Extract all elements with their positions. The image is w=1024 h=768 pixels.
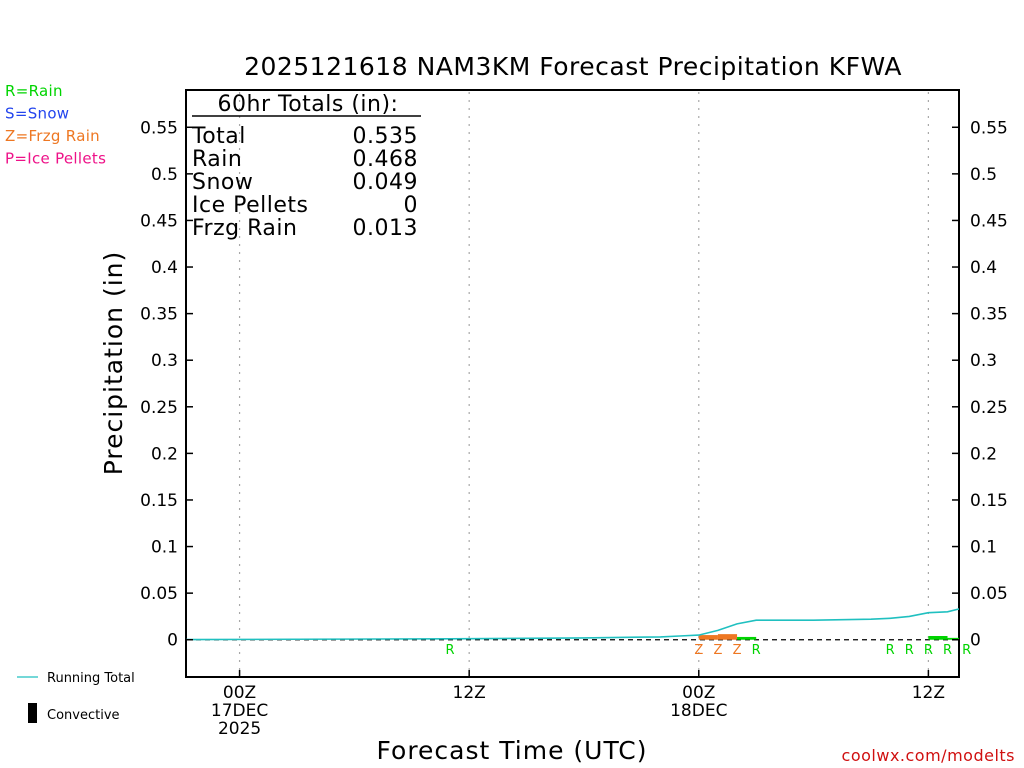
totals-row-value: 0.535 — [353, 124, 418, 149]
y-tick-label: 0.1 — [151, 538, 178, 558]
totals-row-label: Total — [191, 124, 246, 149]
y-tick-label: 0.2 — [151, 444, 178, 464]
precip-type-labels: RZZZRRRRRRRRRRRRRSS — [446, 643, 972, 658]
x-tick-label: 12Z — [453, 683, 486, 703]
running-total-series — [186, 608, 959, 641]
precip-bars — [698, 634, 959, 640]
plot-frame — [185, 89, 960, 678]
series-legend: Running Total Convective — [17, 671, 135, 723]
y-axis-right: 0 0.05 0.1 0.15 0.2 0.25 0.3 0.35 0.4 0.45 0.5 0.55 — [952, 118, 1008, 651]
totals-row-value: 0.468 — [353, 147, 418, 172]
precip-type-label: R — [905, 643, 914, 658]
running-total-line — [186, 608, 959, 641]
precip-bar — [717, 634, 738, 640]
y-axis-label: Precipitation (in) — [99, 251, 128, 476]
totals-row-label: Snow — [192, 170, 253, 195]
y-tick-label: 0.05 — [140, 584, 178, 604]
totals-title: 60hr Totals (in): — [218, 92, 399, 117]
legend-entry-R: R=Rain — [5, 82, 63, 100]
x-tick-label: 2025 — [218, 719, 261, 739]
running-total-legend-label: Running Total — [47, 671, 135, 686]
x-tick-label: 17DEC — [211, 701, 268, 721]
precip-type-label: R — [943, 643, 952, 658]
y-tick-label: 0.2 — [970, 444, 997, 464]
precip-type-label: R — [924, 643, 933, 658]
vertical-gridlines — [238, 92, 929, 675]
totals-row-value: 0 — [404, 193, 419, 218]
x-tick-label: 00Z — [223, 683, 256, 703]
totals-row-value: 0.049 — [353, 170, 418, 195]
y-tick-label: 0.55 — [970, 118, 1008, 138]
credit-text: coolwx.com/modelts — [842, 746, 1015, 765]
y-tick-label: 0.5 — [151, 165, 178, 185]
y-tick-label: 0.55 — [140, 118, 178, 138]
y-tick-label: 0.15 — [140, 491, 178, 511]
y-tick-label: 0.5 — [970, 165, 997, 185]
precip-type-label: R — [752, 643, 761, 658]
totals-box: 60hr Totals (in): Total 0.535 Rain 0.468 Sno… — [191, 92, 421, 241]
y-tick-label: 0 — [970, 631, 981, 651]
precip-type-label: Z — [733, 643, 742, 658]
x-axis-label: Forecast Time (UTC) — [377, 736, 648, 765]
precip-type-label: R — [446, 643, 455, 658]
x-tick-label: 12Z — [912, 683, 945, 703]
precip-bar — [928, 636, 948, 640]
y-tick-label: 0.15 — [970, 491, 1008, 511]
x-axis: 00Z17DEC202512Z00Z18DEC12Z00Z19DEC — [211, 670, 945, 739]
totals-row-label: Ice Pellets — [192, 193, 308, 218]
totals-row-label: Frzg Rain — [192, 216, 297, 241]
y-tick-label: 0.35 — [140, 305, 178, 325]
precip-type-label: R — [886, 643, 895, 658]
y-tick-label: 0.4 — [151, 258, 178, 278]
convective-legend-label: Convective — [47, 708, 120, 723]
y-tick-label: 0.3 — [970, 351, 997, 371]
precip-type-legend: R=Rain S=Snow Z=Frzg Rain P=Ice Pellets — [5, 82, 106, 168]
chart-title: 2025121618 NAM3KM Forecast Precipitation… — [244, 52, 902, 81]
y-tick-label: 0.25 — [970, 398, 1008, 418]
totals-row-label: Rain — [192, 147, 242, 172]
x-tick-label: 00Z — [682, 683, 715, 703]
legend-entry-Z: Z=Frzg Rain — [5, 127, 100, 145]
y-axis-left: 0 0.05 0.1 0.15 0.2 0.25 0.3 0.35 0.4 0.45 0.5 0.55 — [140, 118, 193, 651]
y-tick-label: 0.3 — [151, 351, 178, 371]
y-tick-label: 0 — [167, 631, 178, 651]
y-tick-label: 0.1 — [970, 538, 997, 558]
y-tick-label: 0.4 — [970, 258, 997, 278]
precip-bar — [737, 636, 757, 640]
convective-legend-swatch — [28, 703, 37, 723]
precip-bar — [947, 637, 959, 640]
x-tick-label: 18DEC — [670, 701, 727, 721]
y-tick-label: 0.45 — [140, 211, 178, 231]
precip-type-label: Z — [694, 643, 703, 658]
precip-bar — [698, 635, 718, 640]
y-tick-label: 0.45 — [970, 211, 1008, 231]
legend-entry-P: P=Ice Pellets — [5, 150, 106, 168]
precip-type-label: R — [962, 643, 971, 658]
precip-type-label: Z — [713, 643, 722, 658]
totals-row-value: 0.013 — [353, 216, 418, 241]
y-tick-label: 0.25 — [140, 398, 178, 418]
y-tick-label: 0.05 — [970, 584, 1008, 604]
legend-entry-S: S=Snow — [5, 105, 69, 123]
y-tick-label: 0.35 — [970, 305, 1008, 325]
